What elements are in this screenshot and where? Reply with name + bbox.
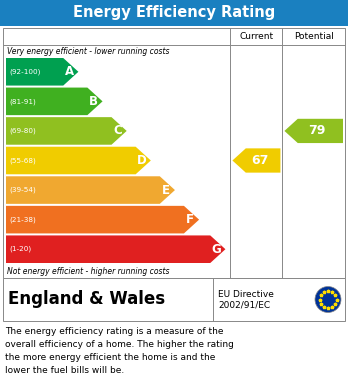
Text: (55-68): (55-68): [9, 157, 36, 164]
Text: C: C: [113, 124, 122, 137]
Text: 79: 79: [308, 124, 326, 137]
Text: lower the fuel bills will be.: lower the fuel bills will be.: [5, 366, 124, 375]
Text: Very energy efficient - lower running costs: Very energy efficient - lower running co…: [7, 47, 169, 56]
Text: (69-80): (69-80): [9, 128, 36, 134]
Text: D: D: [137, 154, 147, 167]
Text: EU Directive: EU Directive: [218, 290, 274, 299]
Text: Energy Efficiency Rating: Energy Efficiency Rating: [73, 5, 275, 20]
Text: 67: 67: [251, 154, 268, 167]
Text: England & Wales: England & Wales: [8, 291, 165, 308]
Text: (1-20): (1-20): [9, 246, 31, 253]
Text: (39-54): (39-54): [9, 187, 36, 193]
Bar: [3, 28, 345, 278]
Polygon shape: [6, 88, 103, 115]
Circle shape: [315, 287, 341, 312]
Polygon shape: [6, 117, 127, 145]
Text: G: G: [212, 243, 221, 256]
Text: 2002/91/EC: 2002/91/EC: [218, 300, 270, 309]
Polygon shape: [284, 119, 343, 143]
Text: Current: Current: [239, 32, 274, 41]
Text: overall efficiency of a home. The higher the rating: overall efficiency of a home. The higher…: [5, 340, 234, 349]
Polygon shape: [6, 58, 78, 86]
Text: The energy efficiency rating is a measure of the: The energy efficiency rating is a measur…: [5, 327, 223, 336]
Text: B: B: [89, 95, 98, 108]
Text: (81-91): (81-91): [9, 98, 36, 105]
Text: the more energy efficient the home is and the: the more energy efficient the home is an…: [5, 353, 215, 362]
Text: F: F: [186, 213, 194, 226]
Bar: [0, 0, 348, 26]
Text: E: E: [162, 183, 170, 197]
Polygon shape: [6, 206, 199, 233]
Text: Potential: Potential: [294, 32, 334, 41]
Text: A: A: [65, 65, 74, 78]
Text: (92-100): (92-100): [9, 68, 40, 75]
Polygon shape: [6, 235, 226, 263]
Text: Not energy efficient - higher running costs: Not energy efficient - higher running co…: [7, 267, 169, 276]
Bar: [3, 278, 345, 321]
Polygon shape: [232, 148, 280, 173]
Polygon shape: [6, 176, 175, 204]
Text: (21-38): (21-38): [9, 216, 36, 223]
Polygon shape: [6, 147, 151, 174]
